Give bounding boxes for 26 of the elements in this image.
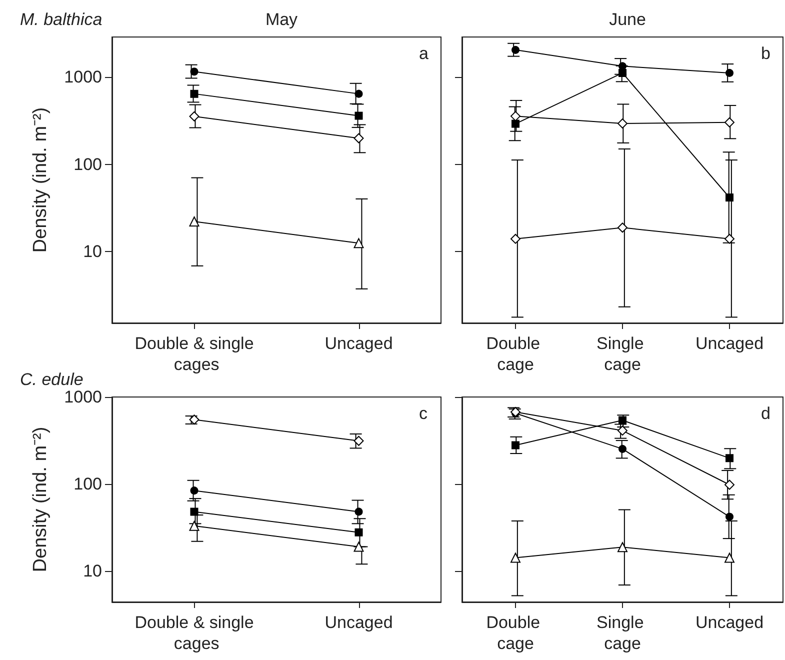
chart-title: May <box>265 10 298 29</box>
y-tick-label: 10 <box>83 561 102 580</box>
y-tick-label: 1000 <box>64 388 102 406</box>
x-tick-label: Uncaged <box>695 334 764 353</box>
x-tick-label: Single cage <box>596 613 648 653</box>
y-axis-title: Density (ind. m⁻²) <box>30 426 51 572</box>
chart-subtitle: M. balthica <box>20 10 102 29</box>
x-tick-label: Uncaged <box>324 334 393 353</box>
annotation: a <box>419 44 429 63</box>
y-tick-label: 10 <box>83 242 102 261</box>
x-tick-label: Double & single cages <box>134 613 254 653</box>
x-tick-label: Double cage <box>486 613 545 653</box>
chart-subtitle: C. edule <box>20 370 84 389</box>
y-tick-label: 100 <box>74 474 102 494</box>
annotation: c <box>419 404 428 423</box>
x-tick-label: Double & single cages <box>134 334 254 374</box>
y-tick-label: 1000 <box>64 68 102 87</box>
x-tick-label: Double cage <box>486 334 545 374</box>
y-tick-label: 100 <box>74 154 102 174</box>
annotation: b <box>761 44 770 63</box>
y-axis-title: Density (ind. m⁻²) <box>30 107 51 253</box>
x-tick-label: Single cage <box>596 334 648 374</box>
x-tick-label: Uncaged <box>695 613 764 632</box>
annotation: d <box>761 404 770 423</box>
x-tick-label: Uncaged <box>324 613 393 632</box>
chart-title: June <box>609 10 646 29</box>
